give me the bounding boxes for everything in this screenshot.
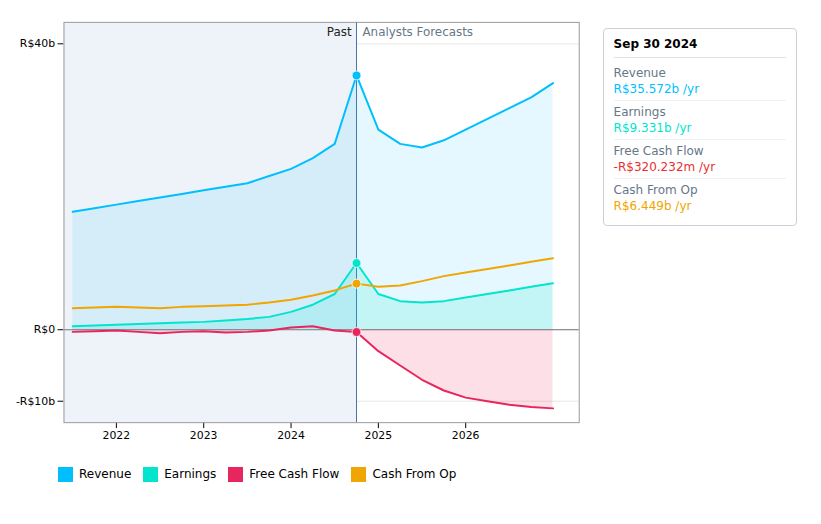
html-text:Earnings: Earnings bbox=[164, 467, 217, 482]
svg-text:R$0: R$0 bbox=[34, 323, 55, 336]
html-text:Free Cash Flow: Free Cash Flow bbox=[249, 467, 340, 482]
html-text:Earnings: Earnings bbox=[613, 105, 666, 119]
html-text:Revenue: Revenue bbox=[79, 467, 132, 482]
html-text:R$6.449b /yr: R$6.449b /yr bbox=[613, 199, 692, 213]
svg-text:Past: Past bbox=[327, 25, 352, 39]
svg-text:2024: 2024 bbox=[277, 429, 305, 442]
svg-text:-R$10b: -R$10b bbox=[16, 395, 55, 408]
svg-text:Analysts Forecasts: Analysts Forecasts bbox=[362, 25, 473, 39]
svg-text:2025: 2025 bbox=[365, 429, 393, 442]
html-text:Cash From Op: Cash From Op bbox=[613, 183, 698, 197]
svg-text:R$40b: R$40b bbox=[20, 37, 55, 50]
svg-text:2022: 2022 bbox=[103, 429, 131, 442]
html-text:R$35.572b /yr: R$35.572b /yr bbox=[613, 82, 700, 96]
html-text:Free Cash Flow: Free Cash Flow bbox=[613, 144, 704, 158]
html-text:Revenue: Revenue bbox=[613, 66, 666, 80]
html-text:Cash From Op: Cash From Op bbox=[372, 467, 457, 482]
svg-text:2023: 2023 bbox=[190, 429, 218, 442]
html-text:Sep 30 2024: Sep 30 2024 bbox=[613, 37, 698, 51]
html-text:-R$320.232m /yr: -R$320.232m /yr bbox=[613, 160, 716, 174]
svg-text:2026: 2026 bbox=[452, 429, 480, 442]
html-text:R$9.331b /yr: R$9.331b /yr bbox=[613, 121, 692, 135]
